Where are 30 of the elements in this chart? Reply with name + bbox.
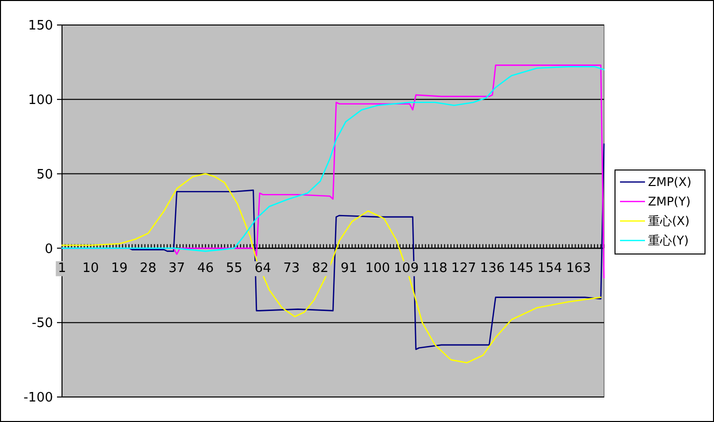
x-tick-label: 82 <box>312 261 329 276</box>
x-tick-label: 46 <box>197 261 214 276</box>
x-tick-label: 163 <box>566 261 591 276</box>
x-tick-label: 28 <box>140 261 156 276</box>
x-tick-label: 136 <box>480 261 505 276</box>
legend-label: ZMP(Y) <box>648 194 691 209</box>
x-tick-label: 154 <box>537 261 562 276</box>
legend-label: 重心(X) <box>648 214 690 228</box>
y-tick-label: 0 <box>44 242 53 257</box>
x-tick-label: 37 <box>168 261 186 276</box>
line-series <box>61 173 602 364</box>
y-tick-label: 50 <box>36 167 53 182</box>
y-tick-label: 150 <box>28 18 53 34</box>
y-tick-label: 100 <box>28 92 53 108</box>
x-tick-label: 64 <box>254 261 272 276</box>
x-tick-label: 118 <box>422 261 448 276</box>
legend-label: 重心(Y) <box>648 234 689 248</box>
x-tick-label: 145 <box>508 261 534 276</box>
x-tick-label: 91 <box>340 261 358 276</box>
x-tick-label: 10 <box>82 261 99 276</box>
x-tick-label: 1 <box>58 261 66 276</box>
y-tick-label: -50 <box>32 316 53 332</box>
legend-label: ZMP(X) <box>648 175 692 190</box>
x-tick-label: 19 <box>111 261 128 276</box>
x-tick-label: 109 <box>394 261 419 276</box>
y-tick-label: -100 <box>23 390 53 406</box>
x-tick-label: 73 <box>283 261 300 276</box>
x-tick-label: 127 <box>451 261 476 276</box>
x-tick-label: 55 <box>226 261 242 276</box>
x-tick-label: 100 <box>365 261 390 276</box>
